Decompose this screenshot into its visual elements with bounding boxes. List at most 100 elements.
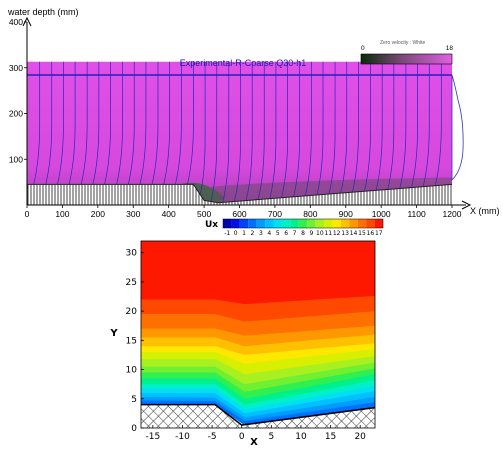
ux-colorbar-swatch [273,219,282,228]
velocity-profile [328,61,336,194]
ux-colorbar-label: 4 [267,230,271,237]
bottom-x-tick-group: -15 -10 -5 0 5 10 15 20 [145,425,366,442]
velocity-profile [151,61,159,185]
bottom-x-tick-label: 0 [239,432,245,442]
ux-colorbar-label: 16 [367,230,375,237]
x-tick-label: 700 [268,209,282,219]
colorbar-min-label: 0 [361,45,365,52]
bottom-x-tick-label: -15 [145,432,160,442]
colorbar-top-gradient [360,53,453,65]
velocity-profile [422,61,430,187]
x-tick-label: 100 [55,209,69,219]
bed-hatch [27,183,453,205]
inflow-profile [451,74,464,181]
ux-colorbar-swatch [332,219,341,228]
bottom-y-tick-label: 15 [126,336,137,346]
ux-colorbar-swatch [357,219,367,228]
velocity-profile [375,61,383,191]
ux-colorbar-label: 17 [375,230,383,237]
bed-profile [27,183,453,204]
series-label: Experimental-R-Coarse Q30-h1 [180,58,307,68]
velocity-profile [304,61,312,196]
ux-colorbar-label: 7 [293,230,297,237]
ux-colorbar-label: 13 [341,230,349,237]
x-tick-label: 400 [162,209,176,219]
ux-colorbar-label: -1 [224,230,230,237]
ux-colorbar-label: 15 [358,230,366,237]
recovery-zone [211,177,452,203]
colorbar-title: Zero velocity : White [380,40,426,46]
velocity-profile [187,61,194,185]
velocity-profile [139,61,147,185]
bottom-bed-hatch [141,403,375,428]
ux-colorbar-swatch [307,219,316,228]
velocity-profile [434,61,442,186]
velocity-profile [92,61,100,185]
velocity-profile [316,61,324,195]
ux-colorbar-swatch [231,219,240,228]
velocity-profiles [33,61,442,203]
ux-colorbar-swatch [366,219,375,228]
low-velocity-zone [179,182,226,203]
x-tick-label: 1200 [443,209,462,219]
x-tick-label: 600 [232,209,246,219]
ux-colorbar-label: 9 [310,230,314,237]
flow-region [27,61,452,203]
velocity-profile [175,61,182,185]
bottom-y-tick-group: 0 5 10 15 20 25 30 [126,249,144,434]
top-chart: 0 100 200 300 400 500 600 700 800 900 1000 1100 1200… [7,7,500,219]
velocity-profile [57,61,64,185]
ux-colorbar-title: Ux [205,220,218,230]
ux-colorbar-swatch [324,219,333,228]
ux-colorbar-swatch [248,219,257,228]
ux-colorbar-label: 0 [234,230,238,237]
velocity-profile [45,61,53,185]
colorbar-top: 0 18 Zero velocity : White [360,40,454,65]
velocity-profile [411,61,418,188]
velocity-profile [234,61,241,202]
y-axis-label: water depth (mm) [7,7,79,17]
ux-colorbar-label: 2 [251,230,255,237]
colorbar-max-label: 18 [446,45,454,52]
y-tick-label: 100 [9,154,23,164]
contour-band [141,400,375,426]
ux-colorbar-label: 6 [284,230,288,237]
x-tick-label: 0 [25,209,30,219]
velocity-profile [269,61,277,199]
plot-frame [140,240,376,429]
ux-colorbar-label: 10 [316,230,324,237]
velocity-profile [352,61,359,192]
ux-colorbar-label: 5 [276,230,280,237]
bottom-y-axis-label: Y [109,328,118,339]
y-tick-label: 400 [9,17,23,27]
velocity-profile [387,61,395,190]
ux-colorbar-label: 11 [324,230,332,237]
ux-colorbar-swatch [239,219,249,228]
bottom-x-tick-label: 10 [295,432,307,442]
ux-colorbar-swatch [223,219,232,228]
velocity-profile [293,61,300,197]
ux-colorbar-label: 1 [242,230,246,237]
ux-colorbar-swatch [349,219,358,228]
y-tick-label: 300 [9,63,23,73]
velocity-profile [116,61,123,185]
bottom-y-tick-label: 5 [131,395,137,405]
velocity-profile [33,61,41,185]
velocity-profile [364,61,371,191]
velocity-profile [210,61,218,203]
bottom-x-tick-label: 15 [325,432,336,442]
ux-colorbar-label: 3 [259,230,263,237]
velocity-profile [104,61,111,185]
ux-colorbar-swatch [256,219,266,228]
x-axis-arrow [461,200,472,210]
ux-colorbar-swatch [298,219,308,228]
bottom-y-tick-label: 0 [131,424,137,434]
bottom-x-tick-label: -10 [175,432,190,442]
y-tick-group: 100 200 300 400 [9,17,27,164]
bottom-bed-profile [141,403,375,426]
y-axis-arrow [22,16,32,27]
bottom-y-tick-label: 25 [126,278,137,288]
bottom-bed-region [141,404,375,428]
bottom-y-tick-label: 20 [126,307,138,317]
